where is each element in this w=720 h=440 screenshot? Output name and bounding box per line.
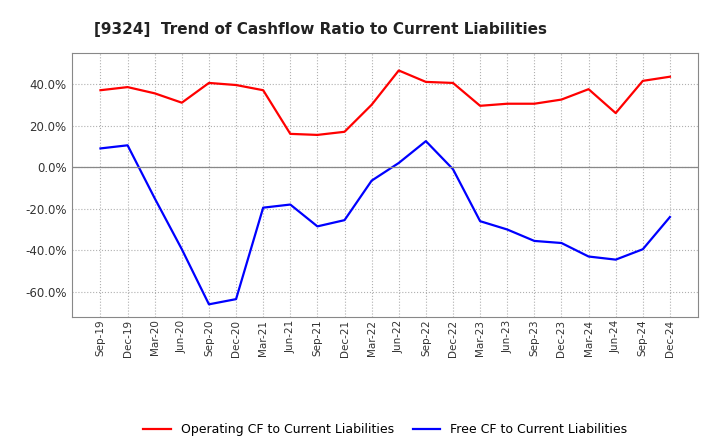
Line: Operating CF to Current Liabilities: Operating CF to Current Liabilities — [101, 70, 670, 135]
Line: Free CF to Current Liabilities: Free CF to Current Liabilities — [101, 141, 670, 304]
Operating CF to Current Liabilities — [313, 132, 322, 138]
Free CF to Current Liabilities — [178, 246, 186, 252]
Legend: Operating CF to Current Liabilities, Free CF to Current Liabilities: Operating CF to Current Liabilities, Fre… — [143, 423, 627, 436]
Free CF to Current Liabilities — [150, 196, 159, 201]
Text: [9324]  Trend of Cashflow Ratio to Current Liabilities: [9324] Trend of Cashflow Ratio to Curren… — [94, 22, 546, 37]
Operating CF to Current Liabilities — [123, 84, 132, 90]
Free CF to Current Liabilities — [557, 240, 566, 246]
Free CF to Current Liabilities — [449, 167, 457, 172]
Operating CF to Current Liabilities — [341, 129, 349, 135]
Operating CF to Current Liabilities — [259, 88, 268, 93]
Free CF to Current Liabilities — [123, 143, 132, 148]
Free CF to Current Liabilities — [313, 224, 322, 229]
Free CF to Current Liabilities — [530, 238, 539, 244]
Free CF to Current Liabilities — [611, 257, 620, 262]
Operating CF to Current Liabilities — [584, 87, 593, 92]
Operating CF to Current Liabilities — [503, 101, 511, 106]
Operating CF to Current Liabilities — [178, 100, 186, 105]
Operating CF to Current Liabilities — [367, 102, 376, 107]
Free CF to Current Liabilities — [204, 302, 213, 307]
Free CF to Current Liabilities — [367, 178, 376, 183]
Operating CF to Current Liabilities — [611, 110, 620, 116]
Free CF to Current Liabilities — [96, 146, 105, 151]
Operating CF to Current Liabilities — [665, 74, 674, 79]
Free CF to Current Liabilities — [421, 139, 430, 144]
Operating CF to Current Liabilities — [557, 97, 566, 102]
Free CF to Current Liabilities — [503, 227, 511, 232]
Operating CF to Current Liabilities — [96, 88, 105, 93]
Free CF to Current Liabilities — [259, 205, 268, 210]
Free CF to Current Liabilities — [665, 214, 674, 220]
Free CF to Current Liabilities — [395, 160, 403, 165]
Operating CF to Current Liabilities — [449, 81, 457, 86]
Free CF to Current Liabilities — [584, 254, 593, 259]
Operating CF to Current Liabilities — [476, 103, 485, 108]
Operating CF to Current Liabilities — [530, 101, 539, 106]
Free CF to Current Liabilities — [639, 246, 647, 252]
Free CF to Current Liabilities — [286, 202, 294, 207]
Operating CF to Current Liabilities — [421, 79, 430, 84]
Free CF to Current Liabilities — [476, 219, 485, 224]
Free CF to Current Liabilities — [341, 217, 349, 223]
Operating CF to Current Liabilities — [232, 82, 240, 88]
Free CF to Current Liabilities — [232, 297, 240, 302]
Operating CF to Current Liabilities — [395, 68, 403, 73]
Operating CF to Current Liabilities — [286, 131, 294, 136]
Operating CF to Current Liabilities — [204, 81, 213, 86]
Operating CF to Current Liabilities — [150, 91, 159, 96]
Operating CF to Current Liabilities — [639, 78, 647, 84]
